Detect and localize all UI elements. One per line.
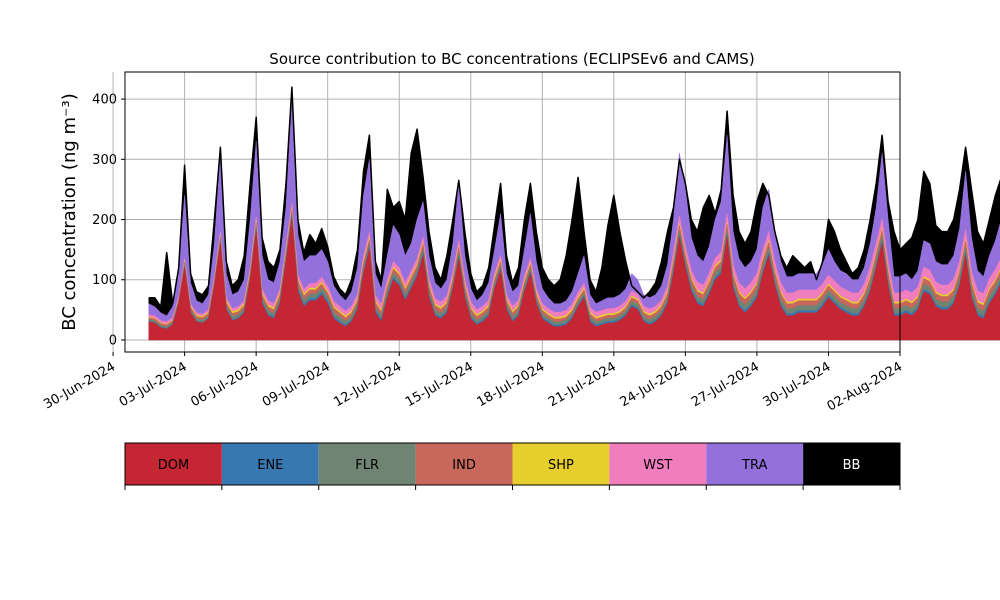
legend-label-shp: SHP [548,458,574,473]
x-tick-label: 30-Jun-2024 [41,359,118,412]
legend-swatch-shp [512,443,610,485]
y-tick-label: 0 [109,333,117,348]
x-tick-label: 18-Jul-2024 [474,359,547,410]
legend-label-wst: WST [643,458,672,473]
y-tick-label: 200 [92,213,117,228]
area-dom [148,219,1000,341]
legend-swatch-flr [318,443,416,485]
legend-swatch-bb [803,443,900,485]
y-tick-label: 100 [92,273,117,288]
chart-title: Source contribution to BC concentrations… [269,50,754,68]
x-tick-label: 09-Jul-2024 [260,359,333,410]
x-tick-label: 24-Jul-2024 [618,359,691,410]
y-axis-label: BC concentration (ng m⁻³) [59,93,80,331]
x-tick-label: 02-Aug-2024 [825,359,905,414]
legend-swatch-tra [706,443,804,485]
legend-label-tra: TRA [741,458,767,473]
x-tick-label: 06-Jul-2024 [188,359,261,410]
x-tick-label: 30-Jul-2024 [761,359,834,410]
plot-frame [124,71,901,353]
plot-areas [148,86,1000,341]
legend-label-ene: ENE [257,458,283,473]
x-tick-label: 15-Jul-2024 [403,359,476,410]
x-tick-label: 03-Jul-2024 [117,359,190,410]
legend-swatch-dom [125,443,222,485]
legend-label-ind: IND [452,458,476,473]
total-line [148,86,1000,308]
legend-label-dom: DOM [158,458,189,473]
x-axis: 30-Jun-202403-Jul-202406-Jul-202409-Jul-… [41,352,905,415]
legend-swatch-wst [609,443,707,485]
x-tick-label: 21-Jul-2024 [546,359,619,410]
y-axis: 0 100 200 300 400 [92,93,125,348]
x-tick-label: 12-Jul-2024 [331,359,404,410]
legend-swatch-ene [221,443,319,485]
y-tick-label: 400 [92,93,117,108]
x-tick-label: 27-Jul-2024 [689,359,762,410]
y-tick-label: 300 [92,153,117,168]
legend-colorbar: DOM ENE FLR IND SHP WST TRA BB [124,442,901,490]
legend-label-bb: BB [843,458,861,473]
legend-label-flr: FLR [355,458,379,473]
legend-swatch-ind [415,443,513,485]
